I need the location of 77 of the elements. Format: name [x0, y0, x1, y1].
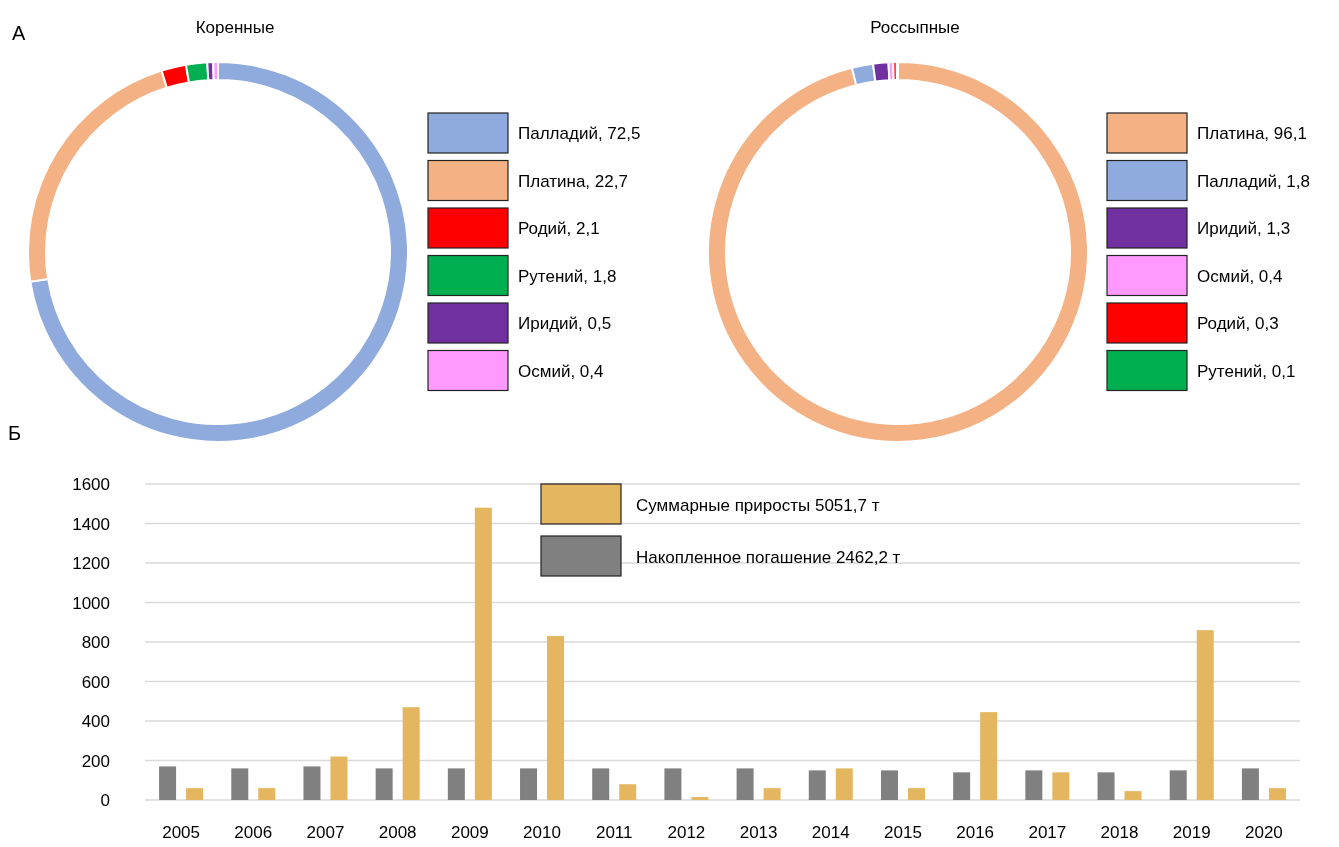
y-tick-label: 1000	[72, 593, 110, 613]
x-tick-label: 2020	[1244, 823, 1283, 842]
y-tick-label: 600	[81, 672, 110, 692]
legend-label: Палладий, 72,5	[518, 124, 641, 143]
bar	[1025, 770, 1043, 800]
bar	[907, 788, 925, 800]
bar	[303, 766, 321, 800]
y-tick-label: 200	[81, 751, 110, 771]
bar	[1124, 791, 1142, 800]
x-tick-label: 2014	[811, 823, 850, 842]
donut-slice	[29, 61, 409, 443]
x-tick-label: 2005	[162, 823, 201, 842]
y-tick-label: 0	[100, 791, 110, 810]
bar	[664, 768, 682, 800]
bar	[186, 788, 204, 800]
legend-label: Осмий, 0,4	[518, 361, 604, 381]
x-tick-label: 2010	[523, 823, 561, 842]
bar	[1052, 772, 1070, 800]
x-tick-label: 2017	[1028, 823, 1067, 842]
bar	[1169, 770, 1187, 800]
x-tick-label: 2008	[378, 823, 417, 842]
x-tick-label: 2009	[450, 823, 489, 842]
bar	[980, 712, 998, 800]
chart-title: Коренные	[195, 18, 275, 37]
y-tick-label: 1400	[72, 514, 110, 534]
bar	[880, 770, 898, 800]
legend-label: Платина, 22,7	[518, 171, 628, 191]
x-tick-label: 2006	[234, 823, 273, 842]
bar	[592, 768, 610, 800]
bar	[1196, 630, 1214, 800]
legend-label: Иридий, 0,5	[518, 314, 612, 333]
legend-label: Рутений, 1,8	[518, 266, 617, 286]
bar	[258, 788, 276, 800]
legend-label: Накопленное погашение 2462,2 т	[636, 548, 901, 567]
text: А	[12, 22, 26, 44]
x-tick-label: 2016	[956, 823, 995, 842]
bar	[474, 507, 492, 800]
legend-label: Палладий, 1,8	[1197, 171, 1310, 191]
x-tick-label: 2015	[884, 823, 922, 842]
bar	[691, 797, 709, 800]
legend-label: Платина, 96,1	[1197, 124, 1307, 143]
chart-title: Россыпные	[870, 18, 960, 37]
bar	[808, 770, 826, 800]
legend-label: Иридий, 1,3	[1197, 219, 1291, 238]
donut-slice	[707, 61, 1089, 443]
legend-label: Осмий, 0,4	[1197, 266, 1283, 286]
y-tick-label: 800	[81, 633, 110, 652]
y-tick-label: 1600	[72, 475, 110, 494]
bar	[1268, 788, 1286, 800]
x-tick-label: 2012	[667, 823, 706, 842]
bar	[447, 768, 465, 800]
bar	[1241, 768, 1259, 800]
bar	[547, 636, 565, 800]
x-tick-label: 2013	[739, 823, 778, 842]
bar	[375, 768, 393, 800]
bar	[953, 772, 971, 800]
bar	[402, 707, 420, 800]
legend-label: Родий, 0,3	[1197, 314, 1279, 333]
legend-label: Родий, 2,1	[518, 219, 600, 238]
bar	[736, 768, 754, 800]
legend-label: Суммарные приросты 5051,7 т	[636, 496, 880, 515]
bar	[231, 768, 249, 800]
bar	[619, 784, 637, 800]
x-tick-label: 2018	[1100, 823, 1139, 842]
bar	[1097, 772, 1115, 800]
bar	[520, 768, 538, 800]
y-tick-label: 400	[81, 712, 110, 731]
x-tick-label: 2007	[306, 823, 345, 842]
text: Б	[8, 422, 22, 444]
legend-label: Рутений, 0,1	[1197, 361, 1296, 381]
y-tick-label: 1200	[72, 554, 110, 573]
bar	[330, 756, 348, 800]
bar	[835, 768, 853, 800]
bar	[763, 788, 781, 800]
x-tick-label: 2019	[1172, 823, 1211, 842]
bar	[159, 766, 177, 800]
x-tick-label: 2011	[595, 823, 633, 842]
